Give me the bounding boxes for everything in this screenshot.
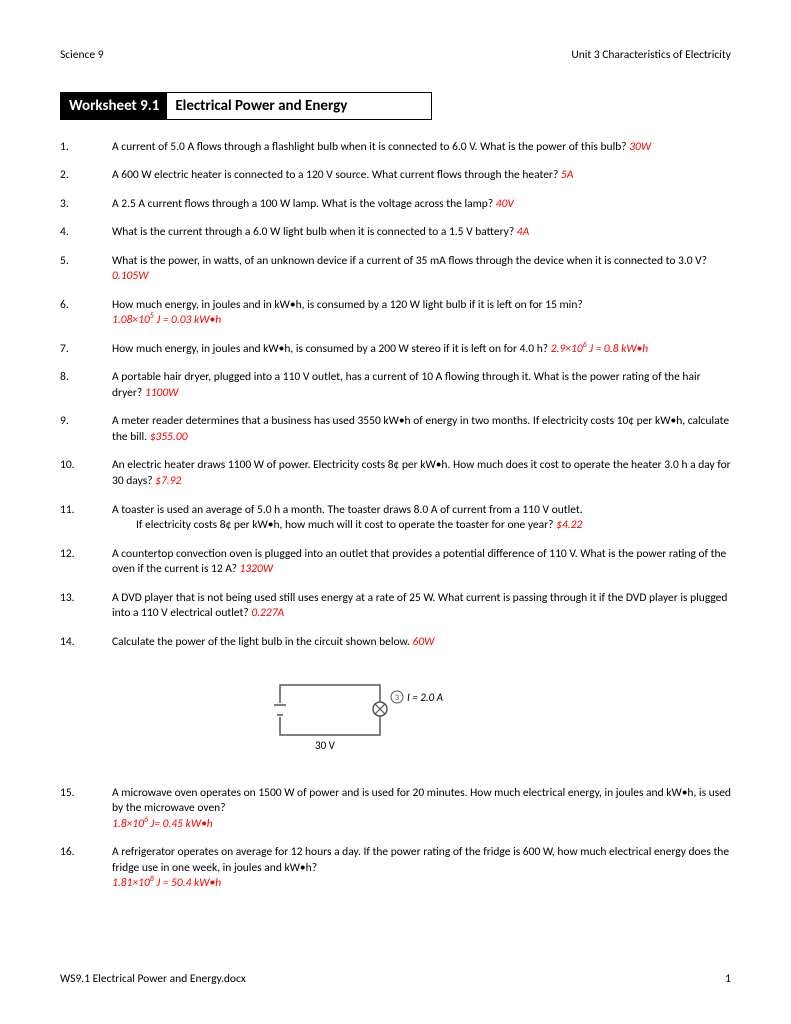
question-row: 2. A 600 W electric heater is connected t… [60, 168, 731, 184]
question-number: 10. [60, 458, 84, 489]
answer: 1320W [240, 562, 274, 576]
question-text: A DVD player that is not being used stil… [112, 591, 731, 622]
footer-page-number: 1 [725, 972, 731, 988]
answer: 60W [413, 635, 435, 649]
question-text: How much energy, in joules and kW•h, is … [112, 342, 731, 358]
question-text: An electric heater draws 1100 W of power… [112, 458, 731, 489]
svg-text:I = 2.0 A: I = 2.0 A [407, 691, 444, 704]
question-text: A microwave oven operates on 1500 W of p… [112, 786, 731, 833]
question-row: 7. How much energy, in joules and kW•h, i… [60, 342, 731, 358]
circuit-figure: 3 I = 2.0 A 30 V [260, 675, 731, 761]
question-text: A refrigerator operates on average for 1… [112, 845, 731, 892]
page-footer: WS9.1 Electrical Power and Energy.docx 1 [60, 972, 731, 988]
question-text: A meter reader determines that a busines… [112, 414, 731, 445]
question-row: 9. A meter reader determines that a busin… [60, 414, 731, 445]
question-number: 13. [60, 591, 84, 622]
answer: 0.105W [112, 269, 148, 283]
answer: $4.22 [556, 518, 582, 532]
question-text: Calculate the power of the light bulb in… [112, 635, 731, 651]
question-list: 1. A current of 5.0 A flows through a fla… [60, 140, 731, 892]
question-number: 15. [60, 786, 84, 833]
question-row: 3. A 2.5 A current flows through a 100 W … [60, 197, 731, 213]
question-row: 6. How much energy, in joules and in kW•h… [60, 298, 731, 329]
header-right: Unit 3 Characteristics of Electricity [571, 48, 731, 64]
answer: $355.00 [150, 430, 188, 444]
answer: 1.81×108 J = 50.4 kW•h [112, 876, 221, 890]
question-number: 8. [60, 370, 84, 401]
question-row: 15. A microwave oven operates on 1500 W o… [60, 786, 731, 833]
question-row: 14. Calculate the power of the light bulb… [60, 635, 731, 651]
question-number: 9. [60, 414, 84, 445]
question-row: 16. A refrigerator operates on average fo… [60, 845, 731, 892]
question-text: A 2.5 A current flows through a 100 W la… [112, 197, 731, 213]
question-number: 5. [60, 254, 84, 285]
question-number: 16. [60, 845, 84, 892]
worksheet-title-text: Electrical Power and Energy [167, 93, 355, 119]
question-row: 12. A countertop convection oven is plugg… [60, 547, 731, 578]
question-row: 11. A toaster is used an average of 5.0 h… [60, 503, 731, 534]
question-text: What is the power, in watts, of an unkno… [112, 254, 731, 285]
answer: 1100W [145, 386, 179, 400]
question-row: 8. A portable hair dryer, plugged into a … [60, 370, 731, 401]
question-number: 6. [60, 298, 84, 329]
question-text: How much energy, in joules and in kW•h, … [112, 298, 731, 329]
question-text: A current of 5.0 A flows through a flash… [112, 140, 731, 156]
question-text: A toaster is used an average of 5.0 h a … [112, 503, 731, 534]
question-number: 7. [60, 342, 84, 358]
question-number: 3. [60, 197, 84, 213]
question-text: What is the current through a 6.0 W ligh… [112, 225, 731, 241]
question-row: 13. A DVD player that is not being used s… [60, 591, 731, 622]
question-row: 1. A current of 5.0 A flows through a fla… [60, 140, 731, 156]
question-number: 2. [60, 168, 84, 184]
question-number: 1. [60, 140, 84, 156]
header-left: Science 9 [60, 48, 104, 64]
question-row: 4. What is the current through a 6.0 W li… [60, 225, 731, 241]
answer: 1.8×106 J= 0.45 kW•h [112, 817, 213, 831]
worksheet-title: Worksheet 9.1 Electrical Power and Energ… [60, 92, 432, 120]
question-text: A portable hair dryer, plugged into a 11… [112, 370, 731, 401]
question-row: 10. An electric heater draws 1100 W of po… [60, 458, 731, 489]
svg-text:3: 3 [395, 693, 399, 703]
footer-filename: WS9.1 Electrical Power and Energy.docx [60, 972, 246, 988]
question-text: A 600 W electric heater is connected to … [112, 168, 731, 184]
question-text: A countertop convection oven is plugged … [112, 547, 731, 578]
answer: 30W [629, 140, 651, 154]
answer: 40V [496, 197, 514, 211]
answer: 2.9×106 J = 0.8 kW•h [551, 342, 648, 356]
svg-text:30 V: 30 V [315, 739, 336, 752]
worksheet-badge: Worksheet 9.1 [61, 93, 167, 119]
question-number: 14. [60, 635, 84, 651]
question-row: 5. What is the power, in watts, of an unk… [60, 254, 731, 285]
answer: 5A [561, 168, 573, 182]
answer: 0.227A [251, 606, 284, 620]
circuit-diagram: 3 I = 2.0 A 30 V [260, 675, 470, 755]
question-number: 4. [60, 225, 84, 241]
question-number: 12. [60, 547, 84, 578]
answer: $7.92 [155, 474, 181, 488]
answer: 1.08×105 J = 0.03 kW•h [112, 313, 221, 327]
page-header: Science 9 Unit 3 Characteristics of Elec… [60, 48, 731, 64]
answer: 4A [517, 225, 529, 239]
worksheet-page: Science 9 Unit 3 Characteristics of Elec… [0, 0, 791, 1024]
question-number: 11. [60, 503, 84, 534]
